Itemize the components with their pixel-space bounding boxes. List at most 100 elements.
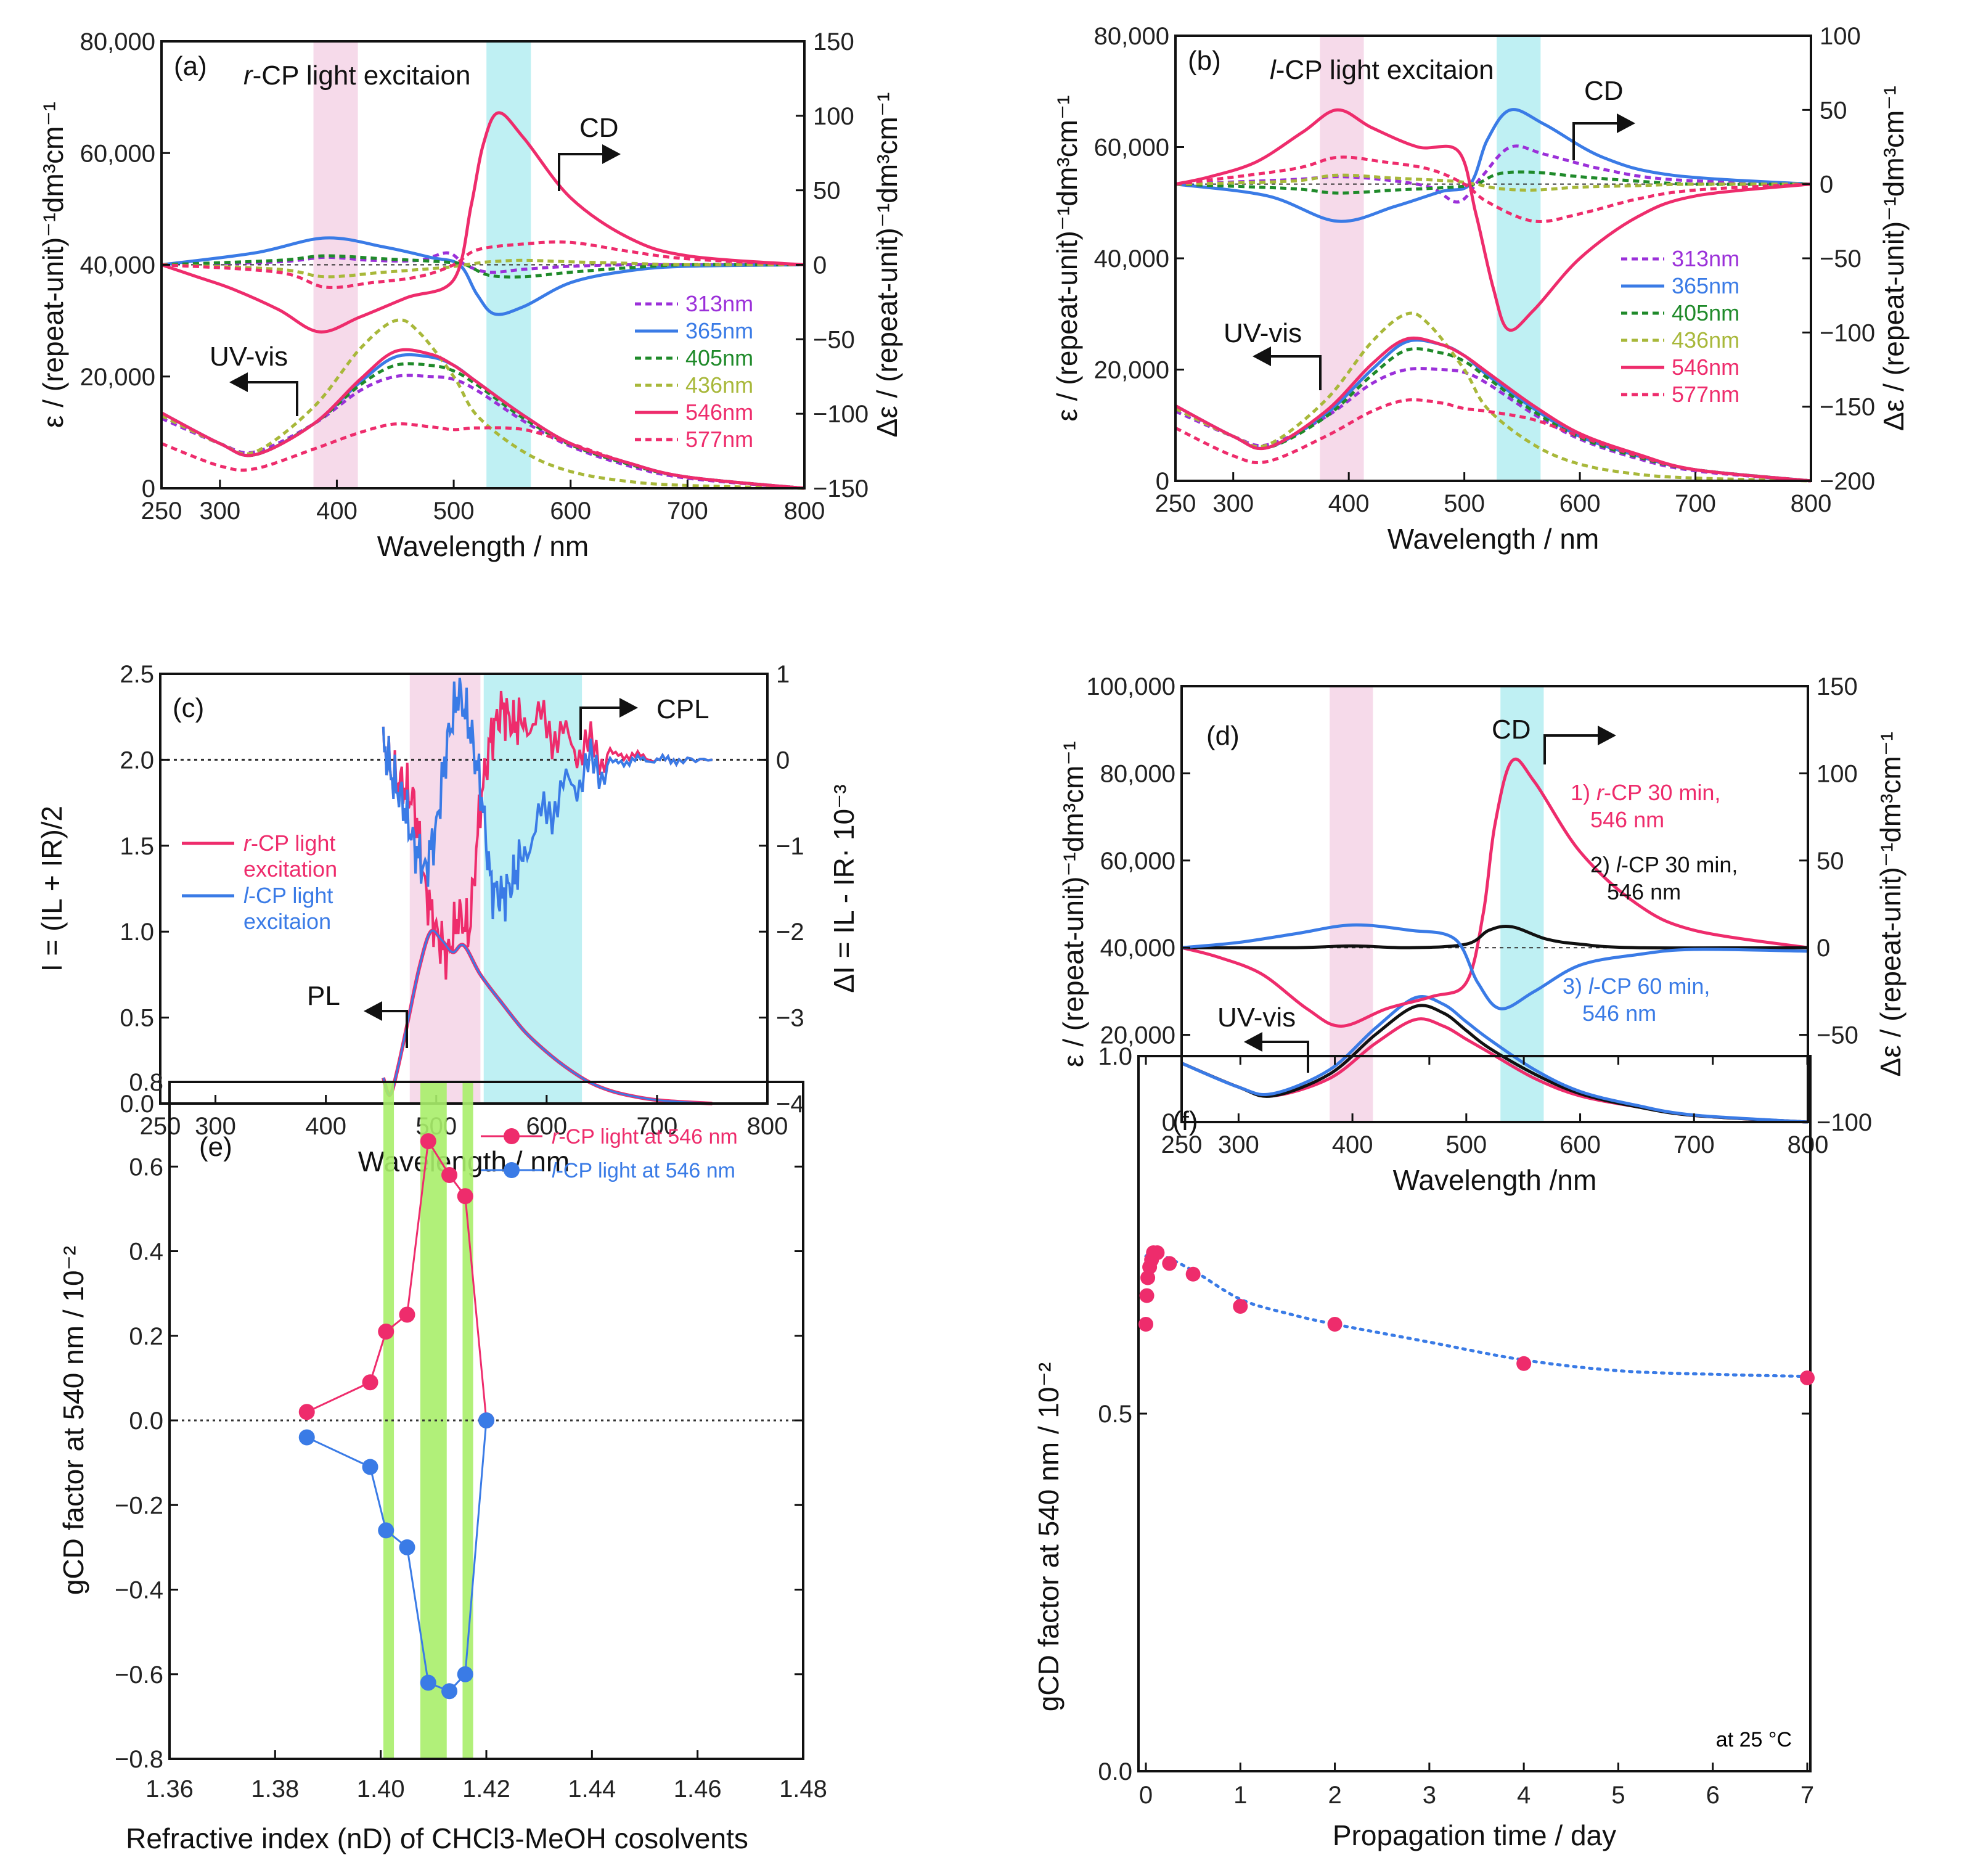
panel-label: (f) bbox=[1172, 1106, 1198, 1136]
y-tick-label: 80,000 bbox=[1094, 23, 1169, 50]
y2-tick-label: 0 bbox=[1820, 171, 1833, 199]
legend-entry: 546nm bbox=[1672, 354, 1739, 380]
y-axis-label: gCD factor at 540 nm / 10⁻² bbox=[57, 1246, 89, 1595]
y2-tick-label: 50 bbox=[813, 178, 841, 205]
temperature-annotation: at 25 °C bbox=[1716, 1728, 1792, 1751]
y-axis-label-left: I = (IL + IR)/2 bbox=[36, 806, 68, 972]
y-tick-label: 0.8 bbox=[129, 1069, 163, 1096]
y-axis-label-right: Δε / (repeat-unit)⁻¹dm³cm⁻¹ bbox=[1874, 732, 1907, 1077]
cd-arrow-head bbox=[1617, 113, 1635, 133]
x-tick-label: 800 bbox=[784, 498, 825, 525]
x-tick-label: 250 bbox=[141, 498, 182, 525]
x-tick-label: 5 bbox=[1611, 1782, 1625, 1809]
y2-tick-label: 150 bbox=[813, 28, 854, 55]
y2-tick-label: 50 bbox=[1817, 848, 1844, 875]
x-tick-label: 1.42 bbox=[462, 1776, 510, 1803]
cd-line bbox=[1181, 925, 1809, 950]
y-tick-label: 0 bbox=[1156, 468, 1169, 495]
panel-title: l-CP light excitaion bbox=[1270, 55, 1494, 85]
data-point bbox=[420, 1133, 436, 1150]
data-point bbox=[1162, 1256, 1177, 1271]
x-tick-label: 600 bbox=[1559, 1131, 1601, 1158]
highlight-band bbox=[383, 1083, 394, 1758]
panel-label: (b) bbox=[1188, 46, 1221, 76]
y-axis-label-left: ε / (repeat-unit)⁻¹dm³cm⁻¹ bbox=[37, 102, 69, 428]
pl-arrow bbox=[376, 1010, 408, 1048]
x-tick-label: 700 bbox=[1674, 1131, 1715, 1158]
y-tick-label: 0.0 bbox=[1098, 1758, 1132, 1785]
legend-entry: 436nm bbox=[1672, 327, 1739, 353]
cd-arrow bbox=[1572, 122, 1623, 160]
data-point bbox=[362, 1459, 378, 1475]
y2-tick-label: 1 bbox=[776, 661, 790, 688]
y2-tick-label: −4 bbox=[776, 1091, 804, 1118]
data-point bbox=[378, 1522, 394, 1539]
fit-curve bbox=[1144, 1250, 1809, 1378]
legend-entry: r-CP light at 546 nm bbox=[552, 1125, 738, 1149]
data-point bbox=[1185, 1266, 1201, 1282]
y2-tick-label: −50 bbox=[813, 326, 855, 353]
legend-marker bbox=[504, 1128, 520, 1144]
y-tick-label: 0.5 bbox=[1098, 1401, 1132, 1428]
data-point bbox=[1516, 1356, 1532, 1371]
cd-line-436nm bbox=[161, 258, 805, 279]
cd-arrow bbox=[558, 153, 608, 191]
cd-line-577nm bbox=[1175, 155, 1812, 223]
data-point bbox=[298, 1404, 315, 1420]
legend-entry: 577nm bbox=[1672, 382, 1739, 407]
y-tick-label: −0.8 bbox=[115, 1746, 163, 1773]
y-tick-label: 80,000 bbox=[80, 28, 155, 55]
data-point bbox=[478, 1412, 494, 1428]
x-tick-label: 400 bbox=[1332, 1131, 1373, 1158]
x-tick-label: 250 bbox=[140, 1113, 181, 1140]
highlight-band bbox=[1330, 687, 1373, 1121]
cd-line-313nm bbox=[1175, 144, 1812, 204]
y-tick-label: 80,000 bbox=[1100, 760, 1175, 787]
y2-tick-label: 0 bbox=[813, 252, 827, 279]
y2-tick-label: −50 bbox=[1817, 1022, 1858, 1049]
y2-tick-label: 100 bbox=[1817, 760, 1858, 787]
highlight-band bbox=[1500, 687, 1544, 1121]
panel-e: 1.36 1.38 1.40 1.42 1.44 1.46 1.48 −0.8 −0.6 −0.4… bbox=[57, 1069, 827, 1854]
legend-entry: 365nm bbox=[1672, 273, 1739, 298]
panel-title: r-CP light excitaion bbox=[243, 60, 470, 91]
y-tick-label: 40,000 bbox=[1100, 935, 1175, 962]
legend-entry: 313nm bbox=[685, 291, 753, 316]
y-tick-label: 0.6 bbox=[129, 1153, 163, 1181]
y2-tick-label: −3 bbox=[776, 1005, 804, 1032]
data-point bbox=[399, 1306, 415, 1323]
uv-arrow bbox=[1257, 1041, 1309, 1073]
cd-annotation: CD bbox=[579, 113, 619, 143]
x-axis-label: Wavelength / nm bbox=[377, 530, 589, 562]
y-tick-label: 20,000 bbox=[1100, 1022, 1175, 1049]
x-tick-label: 250 bbox=[1161, 1131, 1203, 1158]
y-tick-label: 0.0 bbox=[120, 1091, 154, 1118]
cpl-line-l-cp bbox=[382, 678, 713, 922]
x-tick-label: 3 bbox=[1423, 1782, 1436, 1809]
x-tick-label: 500 bbox=[1445, 1131, 1487, 1158]
x-tick-label: 500 bbox=[1444, 490, 1485, 517]
y-tick-label: 1.5 bbox=[120, 833, 154, 860]
data-point bbox=[457, 1188, 473, 1205]
pl-annotation: PL bbox=[307, 981, 340, 1011]
y-axis-label-right: Δε / (repeat-unit)⁻¹dm³cm⁻¹ bbox=[871, 92, 903, 438]
x-tick-label: 1.38 bbox=[251, 1776, 299, 1803]
uv-line-577nm bbox=[1174, 398, 1812, 483]
uv-line-436nm bbox=[1174, 311, 1812, 483]
y-tick-label: 0 bbox=[142, 475, 155, 502]
panel-f: 0 1 2 3 4 5 6 7 0.0 0.5 1.0 (f) at 25 °C Propagation … bbox=[1032, 1043, 1815, 1851]
uv-line-577nm bbox=[161, 422, 805, 490]
y-tick-label: 0.0 bbox=[129, 1407, 163, 1435]
uv-arrow-head bbox=[1244, 1032, 1262, 1052]
y-tick-label: −0.6 bbox=[115, 1661, 163, 1689]
y-tick-label: 40,000 bbox=[80, 252, 155, 279]
legend-entry: 365nm bbox=[685, 318, 753, 343]
y-tick-label: 100,000 bbox=[1086, 673, 1175, 700]
highlight-band bbox=[409, 675, 481, 1102]
uv-arrow-head bbox=[229, 372, 248, 392]
panel-d: 250 300 400 500 600 700 800020,00040,00060,000… bbox=[1057, 673, 1907, 1196]
legend-entry: 405nm bbox=[1672, 300, 1739, 326]
cd-annotation: CD bbox=[1584, 76, 1624, 106]
x-tick-label: 600 bbox=[550, 498, 591, 525]
y-tick-label: 1.0 bbox=[1098, 1043, 1132, 1070]
